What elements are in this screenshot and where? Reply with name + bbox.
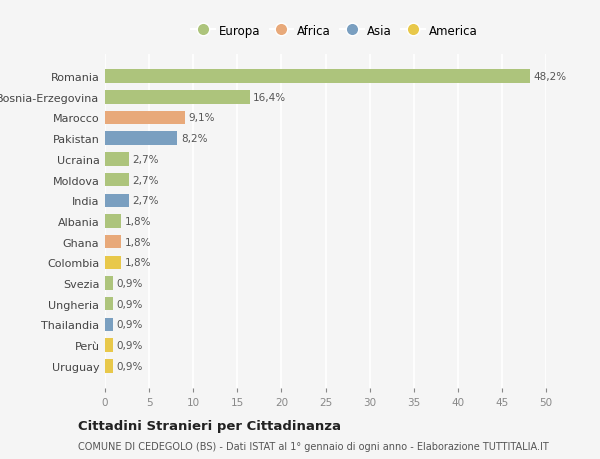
Text: 2,7%: 2,7%	[133, 155, 159, 164]
Text: 0,9%: 0,9%	[116, 361, 143, 371]
Text: 1,8%: 1,8%	[124, 217, 151, 226]
Bar	[105, 215, 121, 228]
Text: COMUNE DI CEDEGOLO (BS) - Dati ISTAT al 1° gennaio di ogni anno - Elaborazione T: COMUNE DI CEDEGOLO (BS) - Dati ISTAT al …	[78, 441, 549, 451]
Bar	[105, 256, 121, 269]
Bar	[105, 318, 113, 331]
Legend: Europa, Africa, Asia, America: Europa, Africa, Asia, America	[188, 21, 481, 41]
Bar	[105, 91, 250, 104]
Text: Cittadini Stranieri per Cittadinanza: Cittadini Stranieri per Cittadinanza	[78, 419, 341, 432]
Bar	[105, 297, 113, 311]
Text: 0,9%: 0,9%	[116, 320, 143, 330]
Bar	[105, 194, 129, 207]
Text: 9,1%: 9,1%	[189, 113, 215, 123]
Bar	[105, 277, 113, 290]
Text: 0,9%: 0,9%	[116, 341, 143, 350]
Text: 1,8%: 1,8%	[124, 258, 151, 268]
Text: 0,9%: 0,9%	[116, 299, 143, 309]
Bar	[105, 70, 530, 84]
Bar	[105, 235, 121, 249]
Text: 48,2%: 48,2%	[533, 72, 567, 82]
Bar	[105, 132, 178, 146]
Bar	[105, 339, 113, 352]
Text: 2,7%: 2,7%	[133, 175, 159, 185]
Bar	[105, 174, 129, 187]
Text: 2,7%: 2,7%	[133, 196, 159, 206]
Text: 16,4%: 16,4%	[253, 93, 286, 102]
Text: 8,2%: 8,2%	[181, 134, 208, 144]
Text: 0,9%: 0,9%	[116, 279, 143, 288]
Bar	[105, 112, 185, 125]
Text: 1,8%: 1,8%	[124, 237, 151, 247]
Bar	[105, 359, 113, 373]
Bar	[105, 153, 129, 166]
